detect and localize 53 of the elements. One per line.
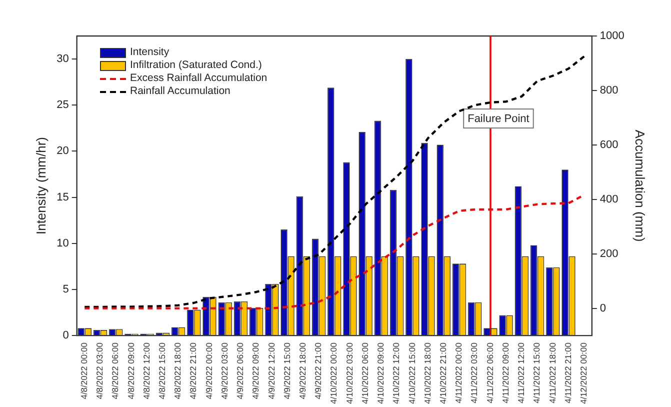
x-tick-label: 4/11/2022 15:00	[532, 342, 542, 404]
x-tick-label: 4/8/2022 03:00	[94, 342, 105, 400]
x-tick-label: 4/8/2022 00:00	[78, 342, 89, 400]
x-tick-label: 4/10/2022 18:00	[422, 342, 432, 404]
x-tick-label: 4/8/2022 12:00	[141, 342, 152, 400]
x-tick-label: 4/11/2022 09:00	[500, 342, 510, 404]
x-tick-label: 4/8/2022 21:00	[188, 342, 198, 400]
y-tick-label: 30	[56, 53, 69, 66]
y-tick-label: 10	[56, 237, 69, 250]
y2-tick-label: 1000	[600, 30, 624, 42]
y2-tick-label: 800	[600, 84, 618, 96]
x-tick-label: 4/9/2022 06:00	[235, 342, 246, 400]
x-tick-label: 4/10/2022 09:00	[376, 342, 386, 404]
x-tick-label: 4/9/2022 03:00	[219, 342, 230, 400]
x-tick-label: 4/8/2022 15:00	[157, 342, 168, 400]
x-tick-label: 4/9/2022 15:00	[282, 342, 292, 400]
x-tick-label: 4/11/2022 00:00	[454, 342, 464, 404]
x-tick-label: 4/10/2022 06:00	[360, 342, 370, 404]
x-tick-label: 4/8/2022 09:00	[126, 342, 136, 400]
x-tick-label: 4/8/2022 18:00	[172, 342, 183, 400]
x-tick-label: 4/10/2022 00:00	[328, 342, 339, 404]
y2-tick-label: 0	[600, 302, 606, 314]
x-tick-label: 4/12/2022 00:00	[578, 342, 588, 404]
x-tick-label: 4/11/2022 12:00	[516, 342, 526, 404]
y-tick-label: 0	[62, 330, 69, 342]
x-tick-label: 4/11/2022 03:00	[469, 342, 480, 404]
y2-tick-label: 400	[600, 193, 618, 206]
y2-tick-label: 200	[600, 248, 618, 260]
x-tick-label: 4/11/2022 06:00	[484, 342, 495, 404]
x-tick-label: 4/9/2022 09:00	[250, 342, 261, 400]
x-tick-label: 4/10/2022 21:00	[438, 342, 448, 404]
y2-tick-label: 600	[600, 138, 618, 151]
x-tick-label: 4/9/2022 00:00	[204, 342, 214, 400]
y-tick-label: 20	[56, 145, 69, 158]
x-tick-label: 4/9/2022 21:00	[313, 342, 324, 400]
x-tick-label: 4/9/2022 18:00	[298, 342, 308, 400]
y-axis-title: Intensity (mm/hr)	[33, 137, 48, 235]
legend-label: Intensity	[130, 46, 170, 59]
x-tick-label: 4/11/2022 18:00	[547, 342, 558, 404]
y-tick-label: 25	[56, 99, 69, 112]
ref-line-label: Failure Point	[468, 113, 530, 126]
legend-label: Rainfall Accumulation	[130, 85, 230, 98]
x-tick-label: 4/8/2022 06:00	[110, 342, 120, 400]
x-tick-label: 4/10/2022 12:00	[391, 342, 402, 404]
y2-axis-title: Accumulation (mm)	[632, 130, 648, 242]
y-tick-label: 15	[56, 191, 69, 204]
x-tick-label: 4/10/2022 15:00	[406, 342, 417, 404]
legend-label: Infiltration (Saturated Cond.)	[130, 59, 262, 72]
legend-label: Excess Rainfall Accumulation	[130, 72, 268, 85]
x-tick-label: 4/11/2022 21:00	[562, 342, 573, 404]
x-tick-label: 4/10/2022 03:00	[344, 342, 354, 404]
y-tick-label: 5	[62, 284, 69, 296]
x-tick-label: 4/9/2022 12:00	[266, 342, 276, 400]
